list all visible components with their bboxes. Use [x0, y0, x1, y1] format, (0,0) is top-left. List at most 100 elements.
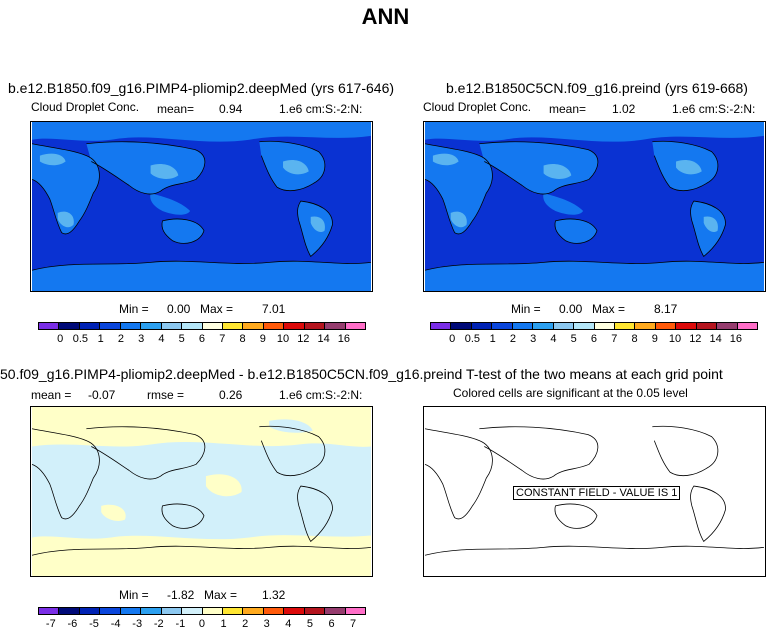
mean-label: mean=	[157, 102, 195, 116]
hotspot-south-america	[310, 216, 325, 232]
colorbar-swatch	[243, 323, 264, 329]
land-polar-north	[32, 122, 371, 142]
colorbar-swatch	[325, 323, 346, 329]
colorbar-tick-label: 4	[158, 333, 165, 345]
hotspot-north-america	[676, 160, 702, 175]
colorbar-tick-label: 2	[117, 333, 124, 345]
colorbar-tick-label: 5	[570, 333, 577, 345]
colorbar-swatch	[635, 323, 656, 329]
world-map-difference	[31, 407, 372, 576]
colorbar-tick-label: 2	[242, 618, 249, 630]
rmse-value: 0.26	[219, 388, 243, 402]
colorbar-tick-label: -7	[45, 618, 56, 630]
colorbar-tick-label: 16	[337, 333, 350, 345]
max-value: 7.01	[262, 302, 286, 316]
hotspot-east-asia	[543, 163, 572, 179]
mean-value: -0.07	[88, 388, 116, 402]
colorbar-tick-label: 14	[317, 333, 330, 345]
colorbar-tick-label: 6	[590, 333, 598, 345]
land-africa-eurasia	[425, 143, 493, 234]
colorbar-tick-label: -1	[175, 618, 186, 630]
colorbar-tick-label: -6	[67, 618, 78, 630]
colorbar-tick-label: 1	[489, 333, 496, 345]
colorbar-tick-label: 0	[57, 333, 64, 345]
colorbar-tick-label: 2	[509, 333, 516, 345]
mean-value: 0.94	[219, 102, 243, 116]
min-label: Min =	[511, 302, 541, 316]
panel-title-control: b.e12.B1850C5CN.f09_g16.preind (yrs 619-…	[446, 80, 748, 96]
colorbar-tick-label: -4	[110, 618, 121, 630]
colorbar-tick-label: 12	[689, 333, 702, 345]
land-australia	[554, 218, 597, 244]
colorbar-tick-label: 14	[709, 333, 722, 345]
hotspot-southern-africa	[57, 211, 74, 228]
colorbar-swatch	[161, 608, 183, 614]
units-label: 1.e6 cm:S:-2:N:	[672, 102, 756, 116]
colorbar-swatch	[304, 608, 326, 614]
land-asia	[479, 141, 598, 195]
colorbar-swatch	[202, 323, 223, 329]
hotspot-europe	[432, 153, 459, 166]
colorbar-ticks-control: 0 0.5 1 2 3 4 5 6 7 8 9 10 12 14 16	[442, 333, 746, 345]
colorbar-swatch	[655, 323, 677, 329]
colorbar-tick-label: 9	[259, 333, 266, 345]
variable-label: Cloud Droplet Conc.	[423, 100, 532, 114]
colorbar-swatch	[345, 608, 365, 614]
land-polar-north	[425, 122, 764, 142]
colorbar-tick-label: 3	[263, 618, 270, 630]
land-antarctica	[425, 261, 764, 291]
coastlines	[424, 140, 765, 271]
positive-patch-pacific	[205, 474, 242, 497]
min-value: -1.82	[167, 588, 195, 602]
colorbar-swatch	[141, 608, 162, 614]
colorbar-swatch	[492, 323, 513, 329]
colorbar-swatch	[614, 323, 636, 329]
colorbar-swatch	[553, 323, 575, 329]
colorbar-tick-label: 10	[276, 333, 290, 345]
colorbar-swatch	[325, 608, 346, 614]
colorbar-swatch	[263, 323, 285, 329]
colorbar-swatch	[471, 323, 493, 329]
colorbar-swatch	[243, 608, 264, 614]
colorbar-tick-label: 7	[350, 618, 357, 630]
land-australia	[161, 218, 204, 244]
colorbar-tick-label: 9	[651, 333, 658, 345]
mean-value: 1.02	[612, 102, 636, 116]
world-map-ttest	[424, 425, 765, 556]
colorbar-ticks-difference: -7 -6 -5 -4 -3 -2 -1 0 1 2 3 4 5 6 7	[40, 618, 364, 630]
max-value: 1.32	[262, 588, 286, 602]
colorbar-tick-label: 6	[198, 333, 206, 345]
colorbar-tick-label: 3	[530, 333, 537, 345]
negative-patch-north	[269, 419, 313, 433]
colorbar-swatch	[222, 608, 244, 614]
min-value: 0.00	[167, 302, 191, 316]
colorbar-swatch	[696, 323, 718, 329]
colorbar-tick-label: 0.5	[72, 333, 89, 345]
figure-title: ANN	[361, 4, 410, 29]
map-panel-difference	[30, 406, 373, 577]
colorbar-swatch	[39, 608, 60, 614]
world-map-model	[31, 122, 372, 291]
colorbar-tick-label: 7	[611, 333, 618, 345]
coastlines	[31, 140, 372, 271]
colorbar-tick-label: -3	[132, 618, 143, 630]
colorbar-swatch	[182, 323, 203, 329]
colorbar-tick-label: 4	[550, 333, 557, 345]
colorbar-swatch	[737, 323, 757, 329]
hotspot-south-america	[703, 216, 718, 232]
colorbar-swatch	[263, 608, 285, 614]
max-label: Max =	[592, 302, 626, 316]
constant-field-note: CONSTANT FIELD - VALUE IS 1	[513, 486, 681, 500]
panel-title-ttest: T-test of the two means at each grid poi…	[466, 366, 723, 382]
negative-band-tropics	[32, 442, 371, 540]
colorbar-swatch	[100, 323, 121, 329]
colorbar-tick-label: 7	[219, 333, 226, 345]
land-asia	[86, 141, 205, 195]
positive-patch-indian	[101, 504, 126, 521]
colorbar-swatch	[120, 608, 142, 614]
min-label: Min =	[119, 302, 149, 316]
hotspot-europe	[39, 153, 66, 166]
colorbar-swatch	[533, 323, 554, 329]
colorbar-swatch	[39, 323, 60, 329]
land-antarctica	[32, 261, 371, 291]
